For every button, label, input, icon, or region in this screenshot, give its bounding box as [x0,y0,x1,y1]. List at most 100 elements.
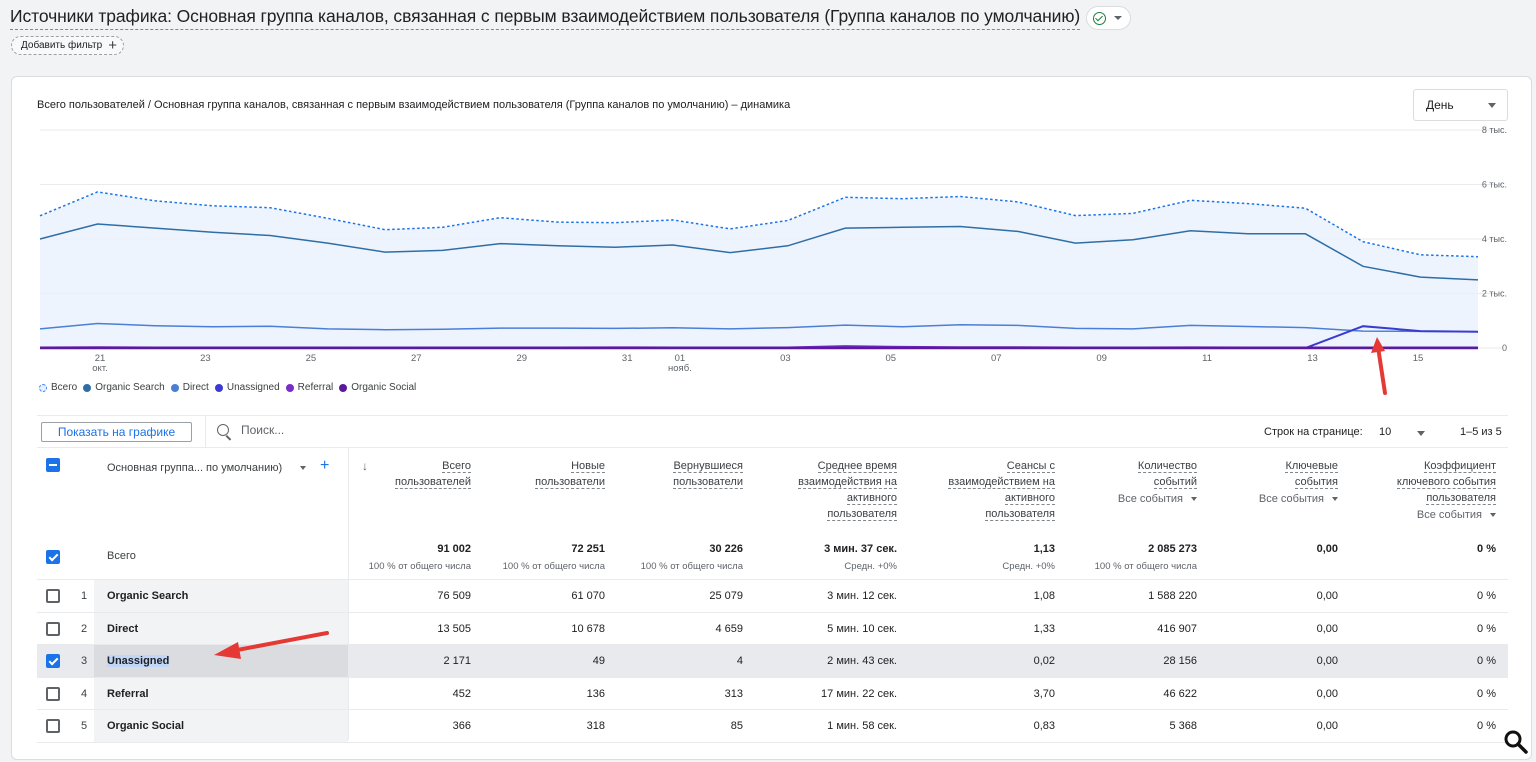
table-row[interactable]: 4 Referral 452 136 313 17 мин. 22 сек. 3,70 46 … [37,677,1508,710]
row-value: 318 [586,720,605,732]
row-checkbox[interactable] [46,719,60,733]
report-card: Всего пользователей / Основная группа ка… [11,76,1532,760]
row-value: 416 907 [1157,622,1197,635]
row-checkbox[interactable] [46,621,60,636]
row-value: 0,83 [1033,720,1055,732]
column-header[interactable]: Сеансы с взаимодействием на активного польз… [948,458,1055,522]
totals-subtext: 100 % от общего числа [368,561,471,572]
sort-desc-icon[interactable]: ↓ [362,459,368,473]
dimension-cell [94,580,348,612]
column-header-text: Вернувшиеся [673,460,743,473]
y-tick-label: 2 тыс. [1482,289,1507,299]
column-header-text: пользователи [673,476,743,489]
legend-item[interactable]: Unassigned [214,382,280,393]
dimension-header[interactable]: Основная группа... по умолчанию) [107,462,283,474]
chevron-down-icon [1191,497,1197,502]
row-index: 5 [81,720,88,732]
add-dimension-button[interactable]: + [320,457,330,474]
add-filter-button[interactable]: Добавить фильтр + [11,36,124,55]
table-header-row: Основная группа... по умолчанию) + ↓ Все… [37,448,1508,533]
column-header[interactable]: Новые пользователи [535,458,605,490]
table-row[interactable]: 1 Organic Search 76 509 61 070 25 079 3 мин. … [37,580,1508,613]
row-value: 1,08 [1033,590,1055,602]
legend-item[interactable]: Organic Social [339,382,416,393]
report-header: Источники трафика: Основная группа канал… [10,6,1132,30]
totals-checkbox[interactable] [46,550,60,564]
legend-item[interactable]: Direct [170,382,209,393]
event-filter-select[interactable]: Все события [1118,491,1197,507]
event-filter-select[interactable]: Все события [1417,507,1496,523]
rows-per-page-select[interactable]: 10 [1379,426,1392,438]
x-tick-label: 21 [95,353,106,364]
column-header[interactable]: Всего пользователей [395,458,471,490]
row-value: 0,00 [1316,687,1338,700]
legend-swatch [83,383,92,392]
row-value: 0 % [1477,655,1496,667]
period-value: День [1426,98,1454,112]
legend-swatch [339,383,348,392]
column-header-text: активного [1004,492,1055,505]
search-box[interactable] [217,423,441,437]
report-status-dropdown[interactable] [1086,6,1132,30]
rows-per-page-label: Строк на странице: [1264,426,1363,438]
row-value: 13 505 [437,622,471,635]
row-value: 313 [724,687,743,700]
row-value: 1 мин. 58 сек. [827,720,897,732]
row-value: 0 % [1477,687,1496,700]
row-value: 3,70 [1033,687,1055,700]
row-checkbox[interactable] [46,686,60,701]
row-value: 0,00 [1316,655,1338,667]
column-header[interactable]: Ключевые события Все события [1259,458,1338,507]
zoom-icon[interactable] [1503,729,1529,755]
column-header-text: Новые [571,460,605,473]
row-value: 0 % [1477,590,1496,602]
chevron-down-icon [1332,497,1338,502]
legend-item[interactable]: Organic Search [83,382,165,393]
divider [205,416,206,447]
totals-value: 30 226 [709,543,743,555]
table-row[interactable]: 3 Unassigned 2 171 49 4 2 мин. 43 сек. 0,02 28 … [37,645,1508,678]
legend-item[interactable]: Всего [39,382,77,393]
search-input[interactable] [241,423,441,437]
totals-row: Всего 91 002 100 % от общего числа 72 251 1… [37,533,1508,580]
add-filter-label: Добавить фильтр [21,40,103,51]
column-header[interactable]: Среднее время взаимодействия на активного п… [798,458,897,522]
row-channel-name[interactable]: Unassigned [107,655,170,667]
legend-swatch [285,383,294,392]
annotation-arrow [214,631,329,659]
column-header[interactable]: Количество событий Все события [1118,458,1197,507]
y-tick-label: 8 тыс. [1482,125,1507,135]
plus-icon: + [108,37,117,54]
event-filter-select[interactable]: Все события [1259,491,1338,507]
row-index: 1 [81,590,88,602]
row-value: 17 мин. 22 сек. [821,687,897,700]
page-title[interactable]: Источники трафика: Основная группа канал… [10,6,1080,30]
row-value: 28 156 [1163,655,1197,667]
column-header-text: события [1294,476,1338,489]
table-row[interactable]: 5 Organic Social 366 318 85 1 мин. 58 сек. 0,8… [37,710,1508,743]
row-value: 46 622 [1163,687,1197,700]
plot-rows-button[interactable]: Показать на графике [41,422,192,442]
row-channel-name[interactable]: Referral [107,687,149,700]
select-all-checkbox[interactable] [46,458,60,472]
totals-subtext: 100 % от общего числа [1094,561,1197,572]
period-select[interactable]: День [1413,89,1508,121]
row-value: 2 мин. 43 сек. [827,655,897,667]
column-header[interactable]: Вернувшиеся пользователи [673,458,743,490]
table-row[interactable]: 2 Direct 13 505 10 678 4 659 5 мин. 10 сек. 1,… [37,612,1508,645]
column-header-text: Коэффициент [1423,460,1496,473]
row-value: 25 079 [709,590,743,602]
row-channel-name[interactable]: Direct [107,622,139,635]
column-header[interactable]: Коэффициент ключевого события пользователя… [1396,458,1496,523]
row-checkbox[interactable] [46,654,60,668]
chevron-down-icon[interactable] [300,466,306,470]
row-channel-name[interactable]: Organic Search [107,590,189,602]
row-checkbox[interactable] [46,589,60,603]
legend-item[interactable]: Referral [285,382,333,393]
pagination-info: 1–5 из 5 [1460,426,1502,438]
chart-legend: Всего Organic Search Direct Unassigned Refer… [39,382,422,393]
row-channel-name[interactable]: Organic Social [107,720,185,732]
chevron-down-icon[interactable] [1417,431,1425,436]
